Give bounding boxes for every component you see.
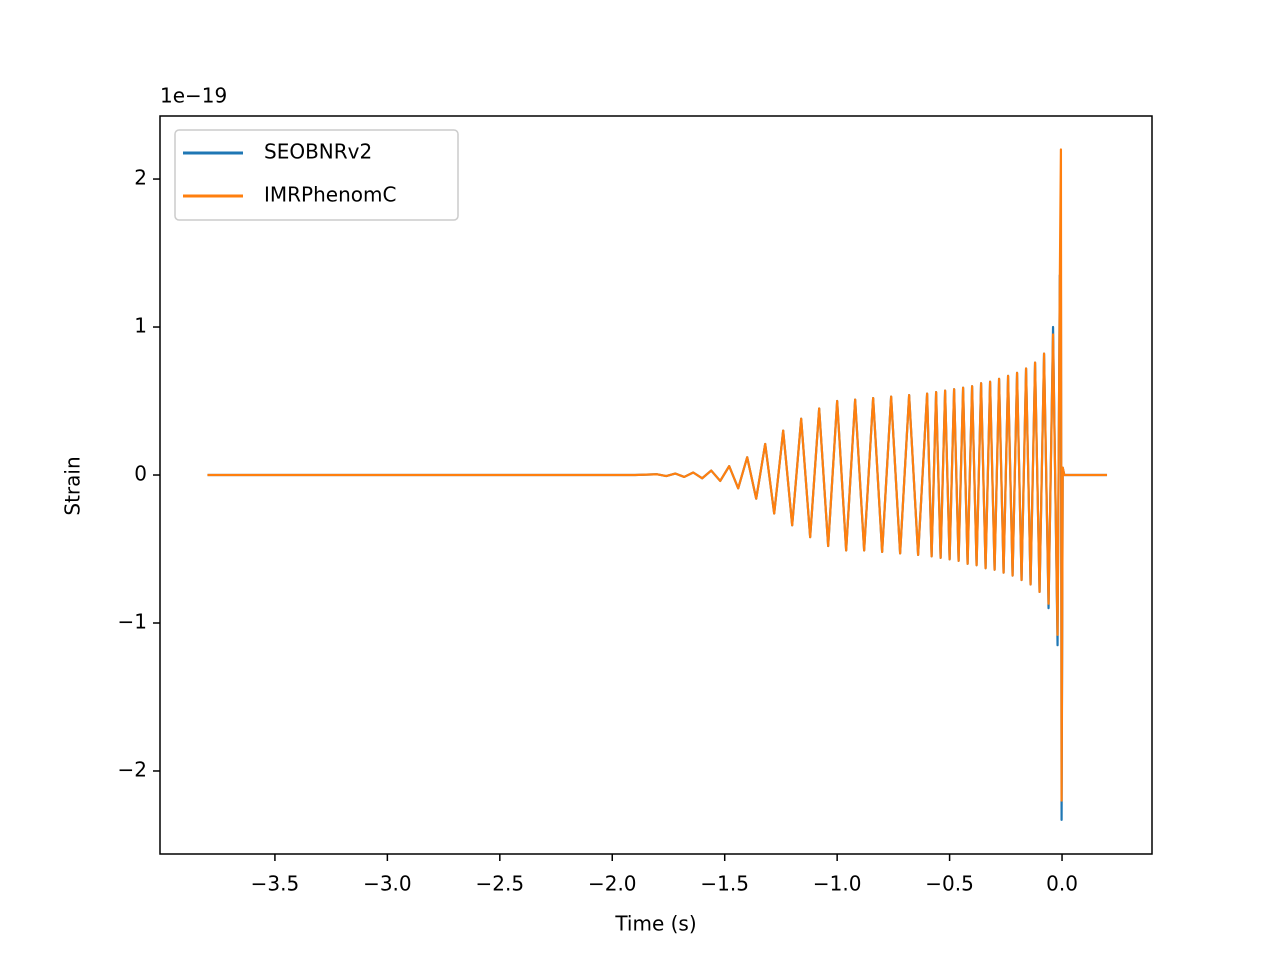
x-tick-label: −0.5 [925, 872, 974, 896]
x-tick-label: 0.0 [1046, 872, 1078, 896]
y-tick-label: 1 [134, 314, 147, 338]
x-tick-label: −3.5 [251, 872, 300, 896]
legend-box [174, 129, 459, 221]
y-tick-label: −2 [118, 757, 147, 781]
x-tick-label: −1.0 [813, 872, 862, 896]
x-tick-label: −2.0 [588, 872, 637, 896]
y-axis-label: Strain [61, 456, 85, 515]
x-tick-label: −1.5 [700, 872, 749, 896]
y-offset-label: 1e−19 [160, 84, 227, 108]
y-tick-label: 2 [134, 166, 147, 190]
legend-label: IMRPhenomC [264, 183, 396, 207]
plot-frame [159, 115, 1153, 855]
x-axis-label: Time (s) [614, 912, 696, 936]
y-tick-label: −1 [118, 609, 147, 633]
y-tick-label: 0 [134, 462, 147, 486]
series-line [207, 148, 1108, 802]
x-tick-label: −2.5 [476, 872, 525, 896]
legend-label: SEOBNRv2 [264, 140, 372, 164]
x-tick-label: −3.0 [363, 872, 412, 896]
